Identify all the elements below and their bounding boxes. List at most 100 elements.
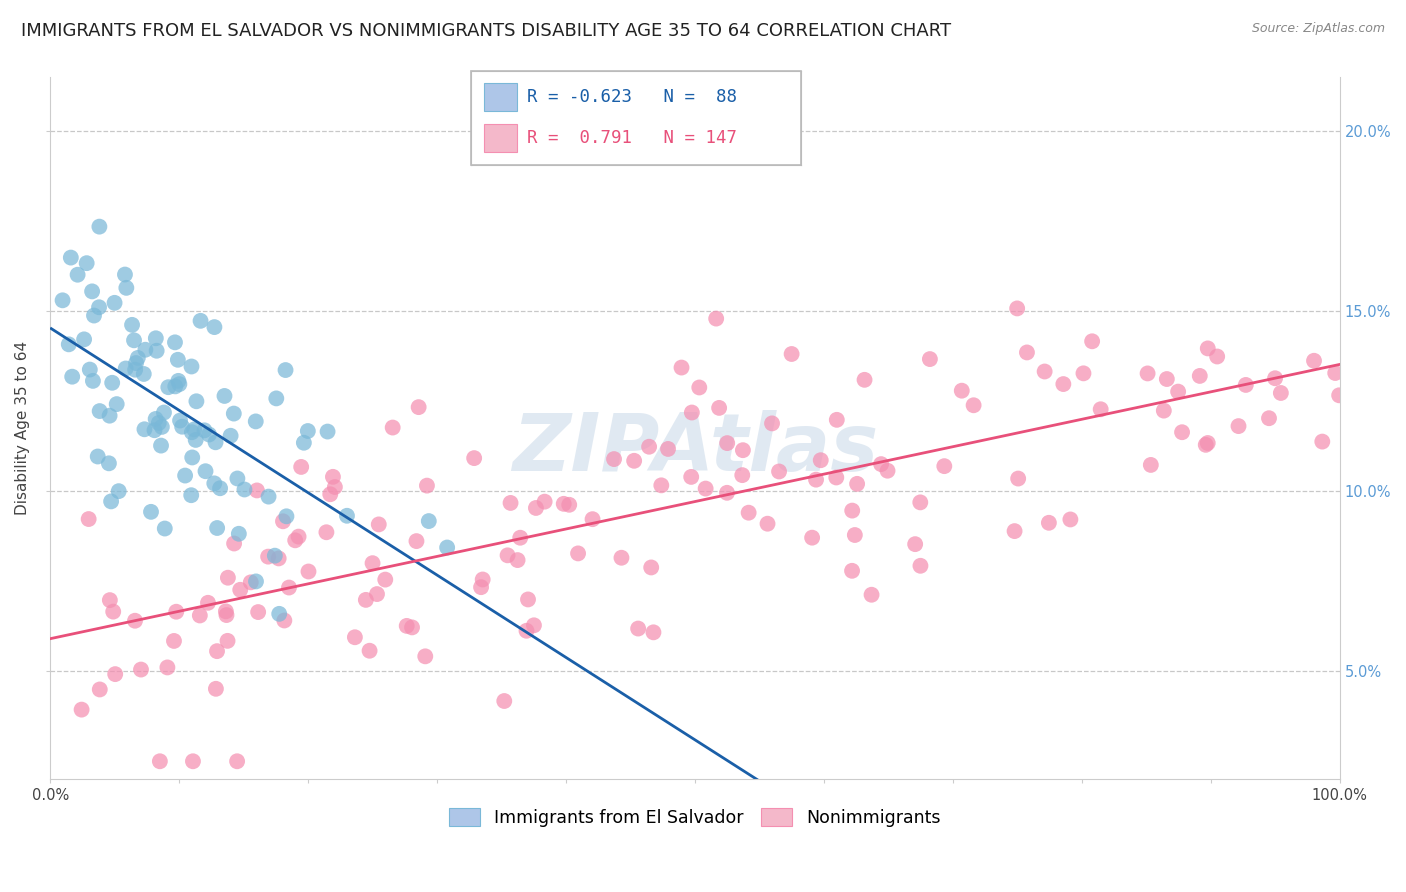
Point bbox=[731, 468, 754, 483]
Point bbox=[184, 433, 207, 447]
Point bbox=[737, 506, 759, 520]
Point bbox=[904, 537, 927, 551]
Point bbox=[156, 660, 179, 674]
Point bbox=[172, 419, 194, 434]
Point bbox=[395, 619, 418, 633]
Point bbox=[463, 451, 485, 466]
Point bbox=[188, 608, 211, 623]
Point bbox=[408, 400, 430, 414]
Point bbox=[215, 604, 238, 618]
Point bbox=[1038, 516, 1060, 530]
Point bbox=[105, 397, 128, 411]
Point bbox=[567, 546, 589, 560]
Point bbox=[688, 380, 710, 394]
Point bbox=[276, 509, 298, 524]
Point bbox=[79, 362, 101, 376]
Point bbox=[494, 694, 516, 708]
Point bbox=[271, 514, 294, 528]
Point bbox=[716, 436, 738, 450]
Point bbox=[186, 394, 208, 409]
FancyBboxPatch shape bbox=[484, 83, 517, 111]
Point bbox=[180, 488, 202, 502]
Point bbox=[343, 630, 366, 644]
Point bbox=[89, 404, 111, 418]
Point bbox=[610, 550, 633, 565]
Point bbox=[716, 485, 738, 500]
Point bbox=[1136, 367, 1159, 381]
Point bbox=[181, 450, 204, 465]
Point bbox=[145, 412, 167, 426]
Point bbox=[127, 351, 149, 365]
Point bbox=[101, 376, 124, 390]
Text: ZIPAtlas: ZIPAtlas bbox=[512, 410, 877, 489]
Point bbox=[470, 580, 492, 594]
Point bbox=[707, 401, 730, 415]
Point bbox=[148, 416, 170, 430]
Point bbox=[215, 608, 238, 623]
Point bbox=[1270, 386, 1292, 401]
Point bbox=[1324, 366, 1347, 380]
Point bbox=[169, 413, 191, 427]
Point bbox=[181, 754, 204, 768]
Point bbox=[297, 424, 319, 438]
Point bbox=[515, 624, 537, 638]
Point bbox=[416, 478, 439, 492]
Point bbox=[623, 454, 645, 468]
Point bbox=[180, 425, 202, 440]
Point bbox=[844, 528, 866, 542]
Point bbox=[224, 536, 246, 550]
Point bbox=[1004, 524, 1026, 538]
Point bbox=[217, 571, 239, 585]
Point bbox=[603, 452, 626, 467]
Point bbox=[165, 605, 187, 619]
Point bbox=[292, 435, 315, 450]
Point bbox=[524, 500, 547, 515]
Point bbox=[1227, 419, 1250, 434]
Point bbox=[517, 592, 540, 607]
Point bbox=[756, 516, 779, 531]
Point bbox=[1005, 301, 1028, 316]
Point bbox=[290, 459, 312, 474]
Point bbox=[103, 605, 125, 619]
FancyBboxPatch shape bbox=[484, 124, 517, 152]
Point bbox=[153, 405, 176, 419]
Point bbox=[73, 332, 96, 346]
Point bbox=[70, 703, 93, 717]
Point bbox=[52, 293, 75, 308]
Point bbox=[143, 423, 166, 437]
Point bbox=[950, 384, 973, 398]
Point bbox=[157, 380, 180, 394]
Point bbox=[354, 593, 377, 607]
Point bbox=[316, 425, 339, 439]
Point bbox=[98, 593, 121, 607]
Point bbox=[204, 435, 226, 450]
Point bbox=[205, 521, 228, 535]
Point bbox=[132, 367, 155, 381]
Point bbox=[209, 481, 232, 495]
Point bbox=[287, 530, 309, 544]
Point bbox=[509, 531, 531, 545]
Point bbox=[643, 625, 665, 640]
Point bbox=[1197, 436, 1219, 450]
Point bbox=[153, 522, 176, 536]
Point bbox=[145, 331, 167, 345]
Point bbox=[627, 622, 650, 636]
Point bbox=[695, 482, 717, 496]
Point bbox=[506, 553, 529, 567]
Point bbox=[681, 405, 703, 419]
Point bbox=[83, 309, 105, 323]
Point bbox=[149, 754, 172, 768]
Point bbox=[82, 374, 104, 388]
Point bbox=[145, 343, 167, 358]
Point bbox=[405, 534, 427, 549]
Point bbox=[104, 667, 127, 681]
Point bbox=[768, 465, 790, 479]
Point bbox=[1052, 377, 1074, 392]
Point bbox=[266, 392, 288, 406]
Point bbox=[284, 533, 307, 548]
Point bbox=[134, 422, 156, 436]
Point bbox=[228, 526, 250, 541]
Point bbox=[704, 311, 727, 326]
Point bbox=[910, 495, 932, 509]
Point bbox=[197, 596, 219, 610]
